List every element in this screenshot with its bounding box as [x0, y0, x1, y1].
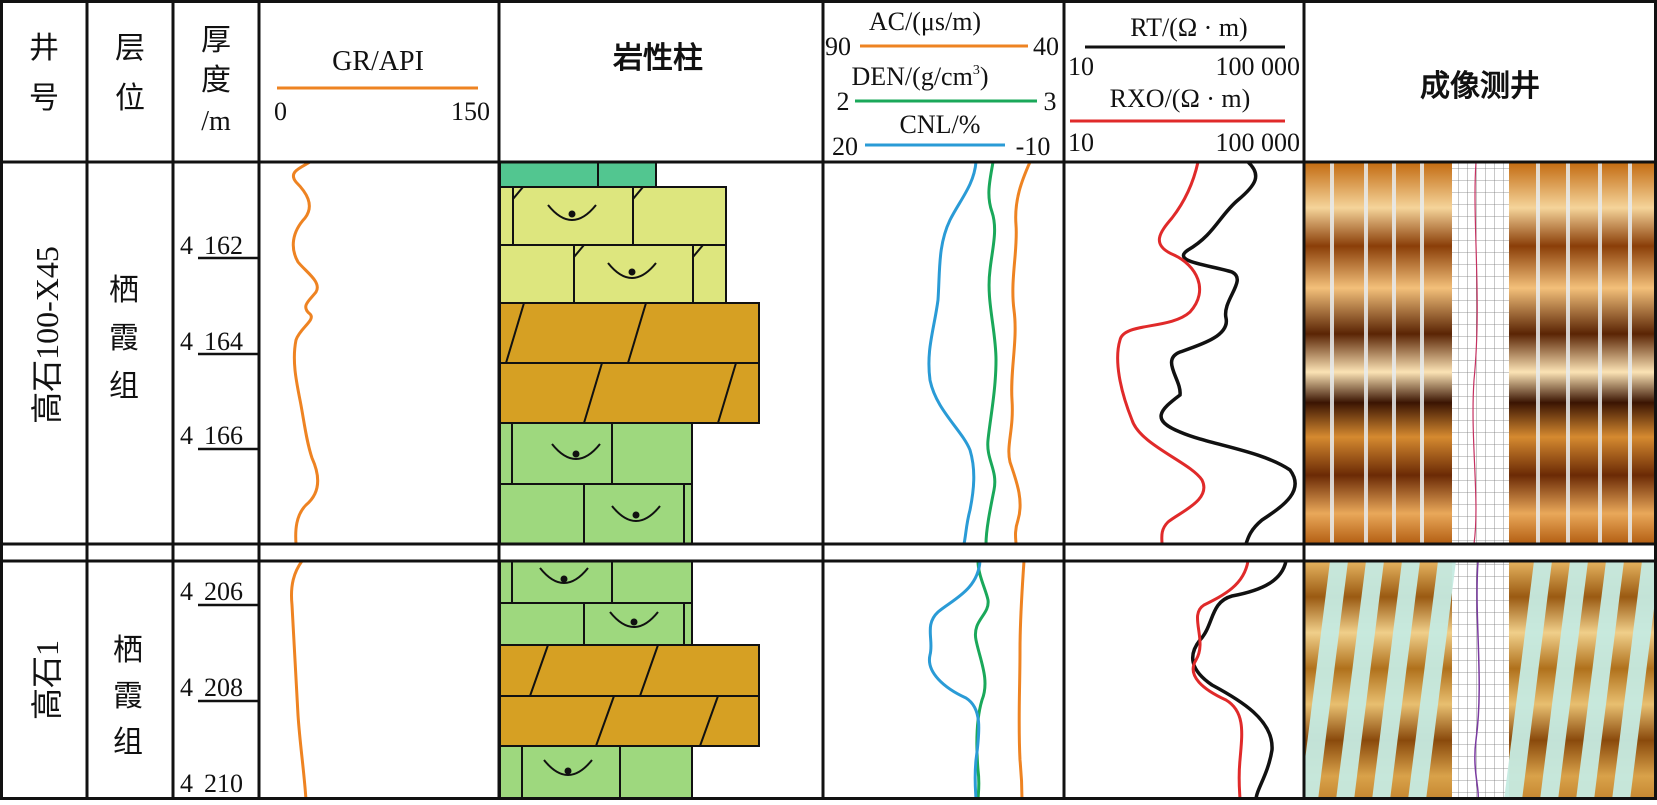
rt-scale-left: 10	[1068, 52, 1094, 81]
cnl-label: CNL/%	[900, 110, 981, 139]
header-thickness-2: 度	[201, 64, 231, 97]
well-1-formation-1: 栖	[109, 274, 139, 307]
header: 井 号 层 位 厚 度 /m GR/API 0 150 岩性柱 AC/(μs/m…	[29, 7, 1540, 161]
fossil-symbol	[539, 567, 589, 584]
well-1-formation-2: 霞	[109, 322, 139, 355]
well-1-depth-value-2: 164	[204, 327, 243, 356]
well-2-formation-1: 栖	[113, 634, 143, 667]
rxo-scale-left: 10	[1068, 128, 1094, 157]
well-1-row: 高石100-X45 栖 霞 组 4 162 4 164 4 166	[29, 160, 1657, 545]
fossil-symbol	[551, 443, 601, 460]
rt-label: RT/(Ω · m)	[1130, 13, 1247, 42]
well-2-formation-2: 霞	[113, 680, 143, 713]
header-formation-2: 位	[115, 82, 145, 115]
rxo-scale-right: 100 000	[1216, 128, 1301, 157]
image-right-panel	[1509, 162, 1657, 544]
header-well-no-2: 号	[29, 82, 59, 115]
well-2-cnl-curve	[927, 560, 982, 801]
well-1-depth-prefix-2: 4	[180, 327, 193, 356]
well-1-rxo-curve	[1116, 161, 1206, 545]
gr-scale-min: 0	[274, 97, 287, 126]
well-2-depth-value-2: 208	[204, 673, 243, 702]
rt-scale-right: 100 000	[1216, 52, 1301, 81]
lith-dolomite-bed	[499, 695, 760, 747]
well-2-depth-prefix-1: 4	[180, 577, 193, 606]
well-1-depth-prefix-3: 4	[180, 421, 193, 450]
lith-limestone-green-bed	[499, 602, 693, 646]
header-well-no-1: 井	[29, 32, 59, 65]
well-1-name: 高石100-X45	[29, 246, 65, 424]
well-2-gr-curve	[290, 560, 308, 801]
den-scale-right: 3	[1044, 87, 1057, 116]
fossil-symbol	[609, 611, 659, 628]
header-formation-1: 层	[115, 32, 145, 65]
well-2-name: 高石1	[29, 640, 65, 720]
lithology-label: 岩性柱	[613, 42, 703, 75]
well-2-imaging	[1305, 561, 1657, 800]
image-trace	[1472, 161, 1478, 545]
well-2-row: 高石1 栖 霞 组 4 206 4 208 4 210	[29, 161, 1657, 801]
well-2-rxo-curve	[1191, 560, 1250, 801]
fossil-symbol	[607, 262, 657, 279]
well-1-imaging	[1305, 162, 1657, 544]
lith-limestone-green-bed	[499, 560, 693, 604]
well-2-lithology	[499, 560, 760, 801]
fossil-symbol	[547, 204, 597, 221]
lith-limestone-green-bed	[499, 745, 693, 801]
well-2-depth-ticks: 4 206 4 208 4 210	[180, 577, 258, 798]
well-1-depth-value-1: 162	[204, 231, 243, 260]
well-2-depth-value-3: 210	[204, 769, 243, 798]
lith-dolomite-bed	[499, 362, 760, 424]
image-trace	[1474, 561, 1480, 800]
well-1-rt-curve	[1159, 160, 1297, 545]
imaging-label: 成像测井	[1420, 70, 1540, 103]
well-1-cnl-curve	[927, 161, 978, 545]
well-1-depth-value-3: 166	[204, 421, 243, 450]
lith-dolomite-bed	[499, 302, 760, 364]
well-1-den-curve	[984, 161, 998, 545]
well-2-den-curve	[973, 560, 990, 801]
gr-label: GR/API	[332, 46, 424, 77]
cnl-scale-right: -10	[1016, 132, 1051, 161]
gr-scale-max: 150	[451, 97, 490, 126]
cnl-scale-left: 20	[832, 132, 858, 161]
lith-limestone-bed	[499, 244, 727, 304]
well-2-depth-value-1: 206	[204, 577, 243, 606]
well-1-depth-prefix-1: 4	[180, 231, 193, 260]
lith-limestone-green-bed	[499, 483, 693, 545]
ac-scale-left: 90	[825, 32, 851, 61]
well-2-depth-prefix-2: 4	[180, 673, 193, 702]
well-2-depth-prefix-3: 4	[180, 769, 193, 798]
lith-limestone-bed	[499, 186, 727, 246]
well-1-depth-ticks: 4 162 4 164 4 166	[180, 231, 258, 451]
header-thickness-3: /m	[201, 106, 231, 137]
header-thickness-1: 厚	[201, 24, 231, 57]
fossil-symbol	[611, 505, 661, 522]
fossil-symbol	[543, 759, 593, 776]
well-1-ac-curve	[1007, 161, 1032, 545]
ac-label: AC/(μs/m)	[869, 7, 981, 36]
ac-scale-right: 40	[1033, 32, 1059, 61]
den-label: DEN/(g/cm3)	[852, 62, 989, 91]
den-scale-left: 2	[837, 87, 850, 116]
well-1-gr-curve	[291, 160, 320, 545]
well-1-lithology	[499, 161, 760, 545]
well-2-ac-curve	[1017, 560, 1026, 801]
lith-limestone-green-bed	[499, 422, 693, 485]
lith-top-green	[499, 161, 657, 188]
lith-dolomite-bed	[499, 644, 760, 697]
image-left-panel	[1305, 162, 1452, 544]
rxo-label: RXO/(Ω · m)	[1110, 84, 1251, 113]
well-2-formation-3: 组	[113, 726, 143, 759]
well-1-formation-3: 组	[109, 370, 139, 403]
